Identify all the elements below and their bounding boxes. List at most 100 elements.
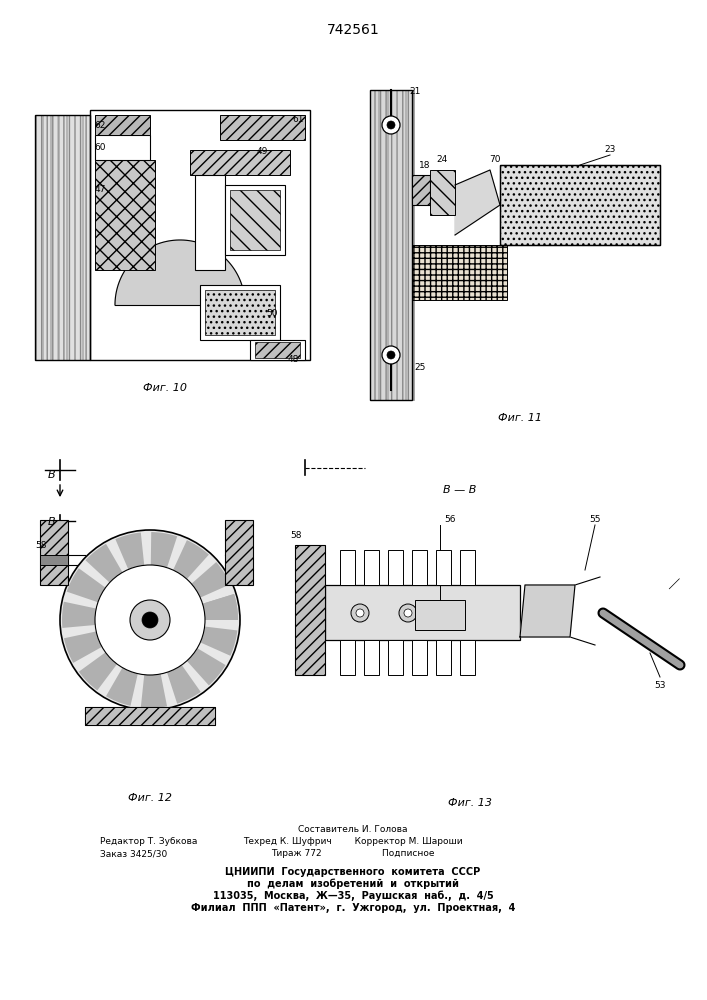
Polygon shape xyxy=(106,668,138,706)
Polygon shape xyxy=(192,562,230,598)
Circle shape xyxy=(95,565,205,675)
Text: 48: 48 xyxy=(287,356,298,364)
Text: 49: 49 xyxy=(257,147,268,156)
Bar xyxy=(406,90,414,400)
Circle shape xyxy=(382,116,400,134)
Bar xyxy=(415,600,465,630)
Bar xyxy=(250,340,305,360)
Polygon shape xyxy=(200,627,238,656)
Polygon shape xyxy=(151,532,177,568)
Bar xyxy=(190,150,290,175)
Bar xyxy=(200,285,280,340)
Text: 47: 47 xyxy=(94,186,105,194)
Bar xyxy=(388,90,396,400)
Polygon shape xyxy=(173,540,209,579)
Polygon shape xyxy=(202,594,238,620)
Bar xyxy=(59,115,66,360)
Bar xyxy=(460,640,475,675)
Circle shape xyxy=(382,346,400,364)
Bar xyxy=(340,550,355,585)
Bar xyxy=(220,115,305,140)
Text: 113035,  Москва,  Ж—35,  Раушская  наб.,  д.  4/5: 113035, Москва, Ж—35, Раушская наб., д. … xyxy=(213,891,493,901)
Text: Фиг. 10: Фиг. 10 xyxy=(143,383,187,393)
Text: Заказ 3425/30: Заказ 3425/30 xyxy=(100,850,168,858)
Text: Фиг. 11: Фиг. 11 xyxy=(498,413,542,423)
Circle shape xyxy=(387,351,395,359)
Bar xyxy=(40,520,68,585)
Polygon shape xyxy=(115,532,144,569)
Bar xyxy=(340,640,355,675)
Text: ЦНИИПИ  Государственного  комитета  СССР: ЦНИИПИ Государственного комитета СССР xyxy=(226,867,481,877)
Text: 70: 70 xyxy=(489,155,501,164)
Circle shape xyxy=(60,530,240,710)
Circle shape xyxy=(399,604,417,622)
Bar xyxy=(436,640,451,675)
Text: В: В xyxy=(48,470,56,480)
Bar xyxy=(230,190,280,250)
Text: 53: 53 xyxy=(654,680,666,690)
Text: Редактор Т. Зубкова: Редактор Т. Зубкова xyxy=(100,838,197,846)
Bar xyxy=(370,90,412,400)
Text: по  делам  изобретений  и  открытий: по делам изобретений и открытий xyxy=(247,879,459,889)
Circle shape xyxy=(447,604,465,622)
Text: 56: 56 xyxy=(444,516,456,524)
Polygon shape xyxy=(66,568,105,602)
Bar xyxy=(295,545,325,675)
Bar xyxy=(364,550,379,585)
Bar xyxy=(225,185,285,255)
Bar xyxy=(85,707,215,725)
Bar xyxy=(90,110,310,360)
Bar xyxy=(67,115,74,360)
Bar xyxy=(51,115,58,360)
Text: 62: 62 xyxy=(94,120,105,129)
Bar xyxy=(500,165,660,245)
Polygon shape xyxy=(167,665,201,704)
Polygon shape xyxy=(520,585,575,637)
Bar xyxy=(205,290,275,335)
Text: 55: 55 xyxy=(589,516,601,524)
Bar xyxy=(95,135,150,160)
Bar xyxy=(397,90,405,400)
Bar xyxy=(379,90,387,400)
Bar xyxy=(364,640,379,675)
Polygon shape xyxy=(78,652,117,690)
Text: 21: 21 xyxy=(409,88,421,97)
Bar xyxy=(412,175,430,205)
Circle shape xyxy=(356,609,364,617)
Bar xyxy=(195,175,225,270)
Circle shape xyxy=(387,121,395,129)
Text: Тираж 772                     Подписное: Тираж 772 Подписное xyxy=(271,850,435,858)
Bar xyxy=(412,550,427,585)
Bar xyxy=(500,165,660,245)
Bar xyxy=(43,115,50,360)
Text: 18: 18 xyxy=(419,160,431,169)
Bar xyxy=(460,550,475,585)
Text: 742561: 742561 xyxy=(327,23,380,37)
Text: 58: 58 xyxy=(35,540,47,550)
Bar xyxy=(255,342,300,358)
Text: 25: 25 xyxy=(414,363,426,372)
Polygon shape xyxy=(62,602,96,628)
Circle shape xyxy=(130,600,170,640)
Circle shape xyxy=(142,612,158,628)
Polygon shape xyxy=(202,594,238,620)
Bar xyxy=(95,160,155,270)
Text: 24: 24 xyxy=(436,155,448,164)
Text: Фиг. 12: Фиг. 12 xyxy=(128,793,172,803)
Polygon shape xyxy=(64,631,102,663)
Polygon shape xyxy=(141,674,167,708)
Text: 60: 60 xyxy=(94,143,106,152)
Bar xyxy=(85,707,215,725)
Bar xyxy=(35,115,90,360)
Bar xyxy=(95,115,150,135)
Circle shape xyxy=(404,609,412,617)
Text: Техред К. Шуфрич        Корректор М. Шароши: Техред К. Шуфрич Корректор М. Шароши xyxy=(243,838,463,846)
Bar xyxy=(40,555,68,565)
Bar xyxy=(430,170,455,215)
Bar xyxy=(225,520,253,585)
Text: В: В xyxy=(48,517,56,527)
Bar xyxy=(436,550,451,585)
Polygon shape xyxy=(86,544,122,583)
Bar xyxy=(412,245,507,300)
Text: Фиг. 13: Фиг. 13 xyxy=(448,798,492,808)
